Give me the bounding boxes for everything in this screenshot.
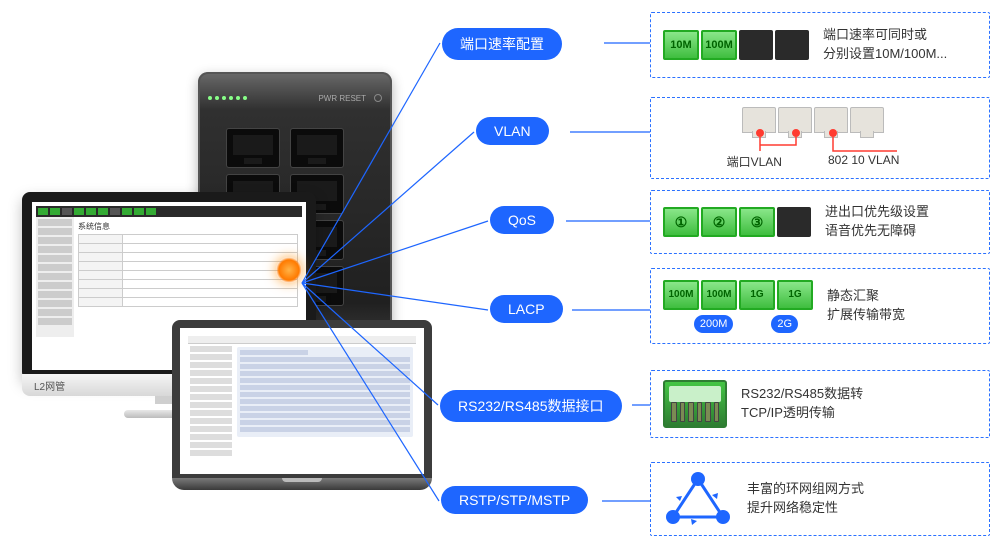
monitor-brand-label: L2网管 [34, 378, 65, 393]
card-text: RS232/RS485数据转TCP/IP透明传输 [741, 385, 863, 423]
feature-pill-rs: RS232/RS485数据接口 [440, 390, 622, 422]
card-text: 进出口优先级设置语音优先无障碍 [825, 203, 929, 241]
card-visual: 10M100M [663, 30, 809, 60]
card-text: 丰富的环网组网方式提升网络稳定性 [747, 480, 864, 518]
monitor-screen-title: 系统信息 [78, 221, 298, 232]
feature-card-vlan: 端口VLAN802 10 VLAN [650, 97, 990, 179]
feature-pill-vlan: VLAN [476, 117, 549, 145]
card-text: 静态汇聚扩展传输带宽 [827, 287, 905, 325]
card-visual [663, 380, 727, 428]
switch-reset-label: PWR RESET [318, 94, 366, 103]
card-visual: 100M100M1G1G200M2G [663, 280, 813, 333]
feature-card-rstp: 丰富的环网组网方式提升网络稳定性 [650, 462, 990, 536]
feature-card-lacp: 100M100M1G1G200M2G 静态汇聚扩展传输带宽 [650, 268, 990, 344]
feature-card-qos: ①②③ 进出口优先级设置语音优先无障碍 [650, 190, 990, 254]
card-visual: 端口VLAN802 10 VLAN [663, 107, 963, 170]
card-visual [663, 471, 733, 527]
feature-card-portspeed: 10M100M 端口速率可同时或分别设置10M/100M... [650, 12, 990, 78]
feature-pill-qos: QoS [490, 206, 554, 234]
card-text: 端口速率可同时或分别设置10M/100M... [823, 26, 947, 64]
feature-pill-portspeed: 端口速率配置 [442, 28, 562, 60]
feature-pill-lacp: LACP [490, 295, 563, 323]
feature-pill-rstp: RSTP/STP/MSTP [441, 486, 588, 514]
feature-card-rs: RS232/RS485数据转TCP/IP透明传输 [650, 370, 990, 438]
card-visual: ①②③ [663, 207, 811, 237]
laptop-device [172, 320, 432, 490]
